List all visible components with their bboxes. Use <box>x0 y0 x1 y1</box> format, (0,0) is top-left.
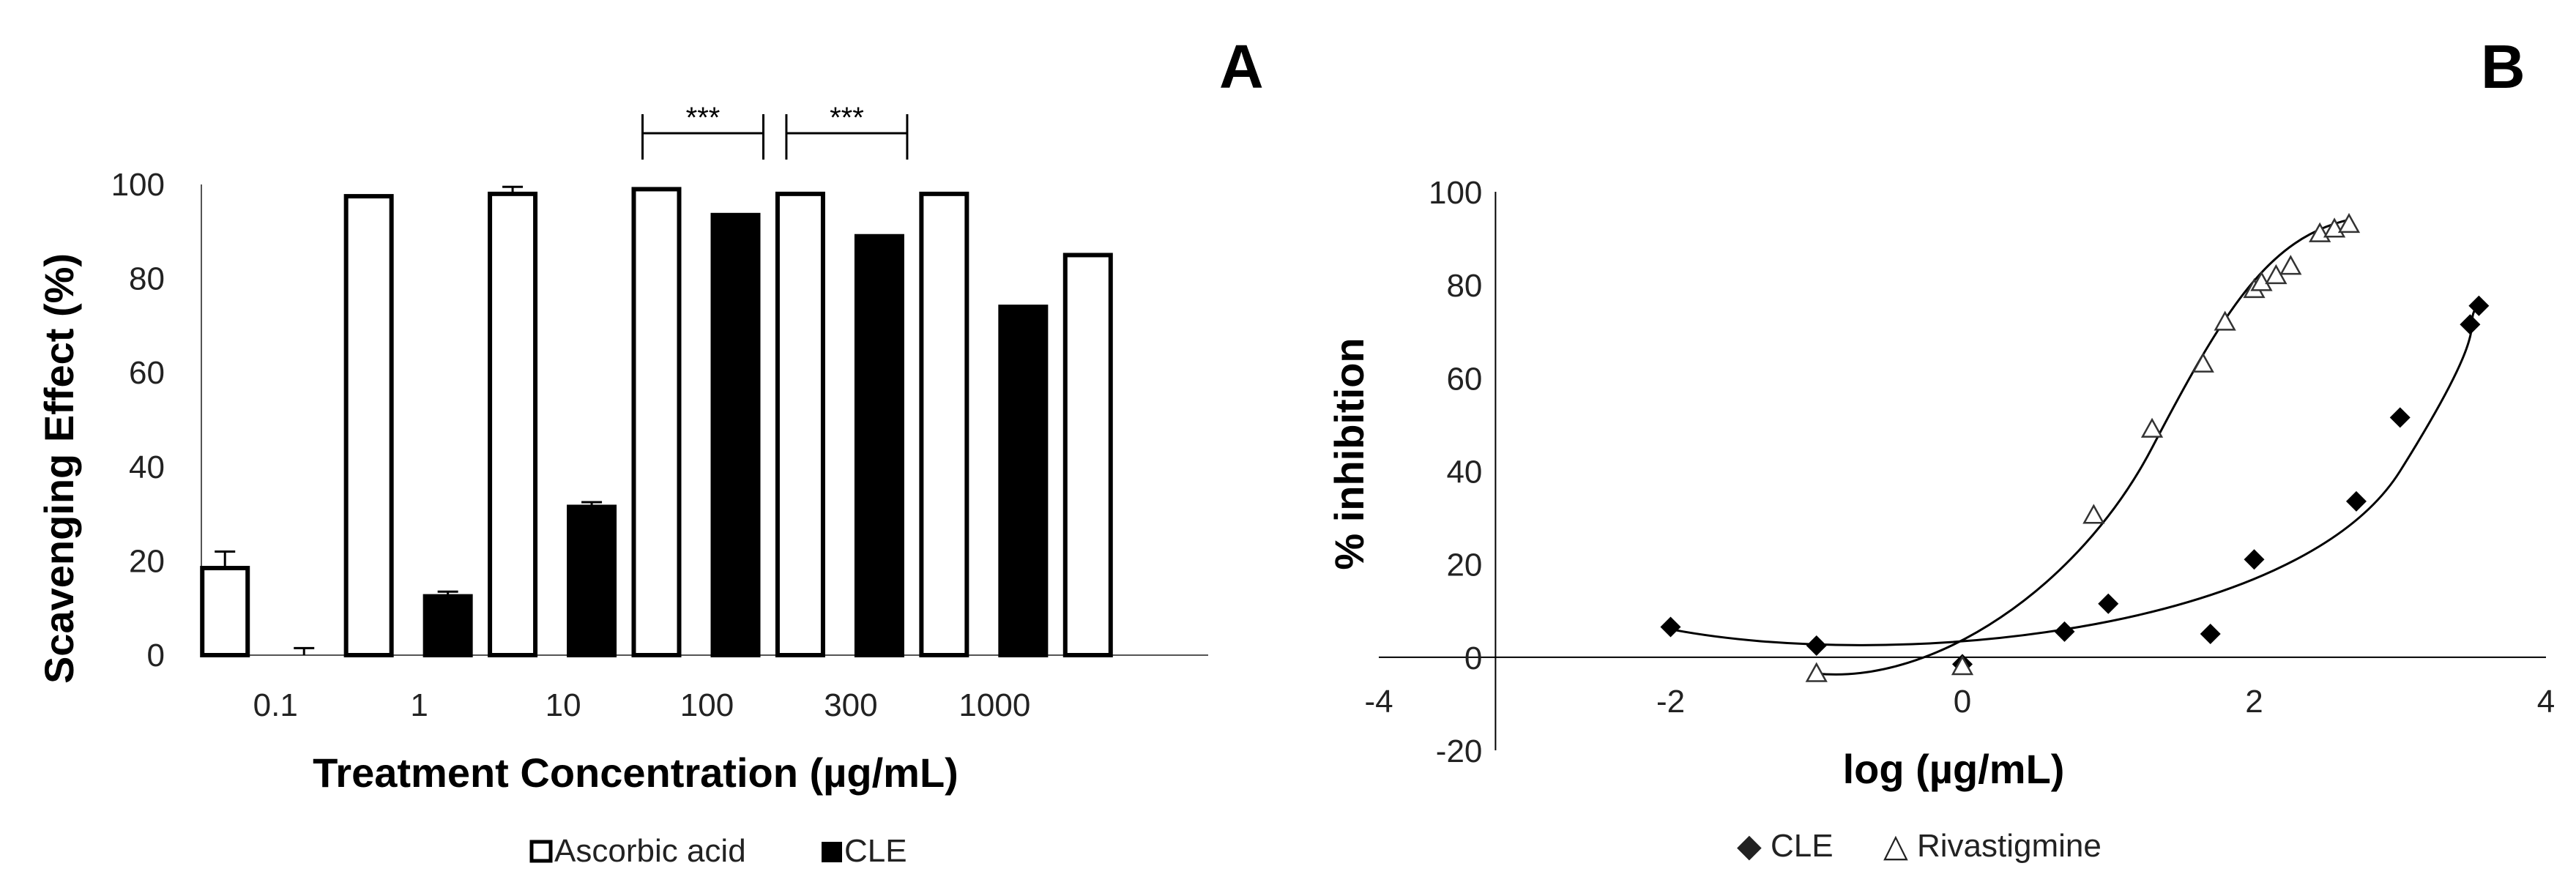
legend-swatch-cle <box>822 842 842 862</box>
cle-point <box>1660 616 1681 638</box>
legend-swatch-ascorbic-acid <box>529 840 553 863</box>
significance-label: *** <box>830 102 864 134</box>
bar-ascorbic-acid <box>343 194 394 657</box>
x-tick-label: 100 <box>680 687 734 723</box>
y-tick-label: 60 <box>129 355 165 391</box>
legend-marker-cle: ◆ <box>1737 828 1762 864</box>
cle-point <box>2468 295 2490 316</box>
bar-ascorbic-acid <box>919 191 969 657</box>
y-tick-label: 60 <box>1446 361 1482 397</box>
y-tick-label: 0 <box>1464 641 1482 676</box>
y-tick-label: 0 <box>147 638 165 673</box>
rivastigmine-point <box>1805 662 1828 682</box>
bar-cle <box>854 234 904 658</box>
panel-b-legend: ◆ CLE △ Rivastigmine <box>1737 828 2102 864</box>
rivastigmine-point <box>2250 271 2273 291</box>
rivastigmine-trendline <box>1816 218 2350 676</box>
bar-cle <box>998 305 1049 657</box>
bar-ascorbic-acid <box>488 191 538 657</box>
legend-label-cle: CLE <box>844 833 907 869</box>
rivastigmine-point <box>2140 417 2164 438</box>
bar-cle <box>710 212 761 658</box>
panel-b-trendlines <box>1670 218 2480 676</box>
bar-ascorbic-acid <box>775 191 825 657</box>
bar-cle <box>567 504 617 658</box>
bar-ascorbic-acid <box>200 566 250 657</box>
legend-label-ascorbic-acid: Ascorbic acid <box>554 833 746 869</box>
x-tick-label: 2 <box>2245 684 2263 720</box>
panel-a-letter: A <box>1219 32 1264 101</box>
rivastigmine-point <box>2337 212 2361 234</box>
legend-marker-rivastigmine: △ <box>1883 828 1908 864</box>
panel-a-tick-labels: 0 20 40 60 80 100 0.1 1 10 100 300 1000 <box>111 167 1031 723</box>
x-tick-label: 4 <box>2537 684 2555 720</box>
y-tick-label: 100 <box>111 167 165 203</box>
cle-point <box>1806 635 1827 656</box>
cle-point <box>2460 314 2481 335</box>
x-tick-label: 300 <box>824 687 877 723</box>
significance-label: *** <box>686 102 721 134</box>
panel-a-xlabel: Treatment Concentration (µg/mL) <box>313 750 958 796</box>
y-tick-label: 40 <box>1446 455 1482 490</box>
y-tick-label: 80 <box>129 261 165 297</box>
x-tick-label: 1 <box>410 687 428 723</box>
y-tick-label: 20 <box>129 543 165 579</box>
y-tick-label: 80 <box>1446 268 1482 304</box>
cle-trendline <box>1670 302 2480 646</box>
panel-b-xlabel: log (µg/mL) <box>1843 746 2065 792</box>
cle-point <box>2200 624 2221 645</box>
x-tick-label: 0.1 <box>253 687 298 723</box>
rivastigmine-point <box>2082 504 2105 524</box>
x-tick-label: -2 <box>1656 684 1685 720</box>
panel-a-ylabel: Scavenging Effect (%) <box>36 253 82 684</box>
legend-label-cle-b: CLE <box>1771 828 1834 864</box>
cle-point <box>2389 407 2411 428</box>
cle-point <box>2244 549 2265 570</box>
panel-b-letter: B <box>2481 32 2525 101</box>
cle-point <box>2098 593 2119 614</box>
x-tick-label: 10 <box>546 687 581 723</box>
cle-point <box>2054 621 2075 642</box>
bar-ascorbic-acid <box>631 187 682 657</box>
y-tick-label: 20 <box>1446 548 1482 583</box>
y-tick-label: 40 <box>129 449 165 485</box>
x-tick-label: 1000 <box>958 687 1030 723</box>
y-tick-label: -20 <box>1436 733 1483 769</box>
rivastigmine-point <box>2192 352 2214 373</box>
panel-a-bars <box>200 185 1113 658</box>
bar-cle <box>422 594 473 657</box>
x-tick-label: 0 <box>1954 684 1971 720</box>
rivastigmine-point <box>2214 310 2236 331</box>
bar-ascorbic-acid <box>1062 253 1113 657</box>
panel-a-legend: Ascorbic acid CLE <box>529 833 907 869</box>
rivastigmine-point <box>1951 654 1974 676</box>
panel-a-significance: *** *** <box>641 102 909 160</box>
panel-b-points <box>1660 212 2490 682</box>
x-tick-label: -4 <box>1364 684 1393 720</box>
legend-label-rivastigmine: Rivastigmine <box>1917 828 2102 864</box>
rivastigmine-point <box>2279 255 2302 275</box>
panel-b-ylabel: % inhibition <box>1326 337 1372 570</box>
panel-a: A *** *** 0 20 40 60 80 100 0.1 1 10 100 300 1000 Sc… <box>36 32 1264 869</box>
y-tick-label: 100 <box>1429 175 1482 211</box>
cle-point <box>2345 490 2367 512</box>
